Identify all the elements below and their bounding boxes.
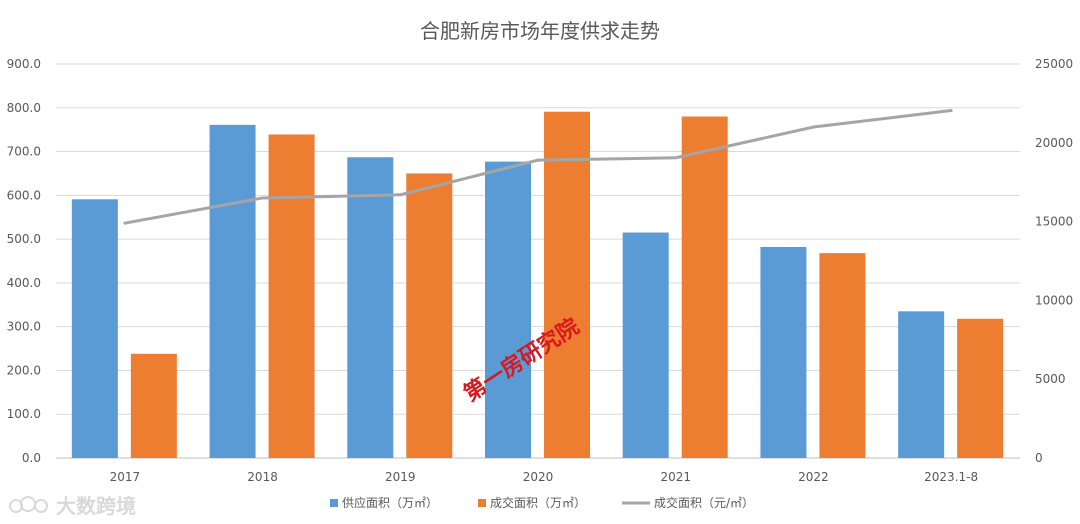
legend-label: 成交面积（元/㎡）: [654, 495, 754, 510]
bar-sales-2018: [268, 134, 315, 458]
y-left-tick-label: 500.0: [7, 232, 41, 246]
line-point-2021: [674, 156, 678, 160]
y-right-tick-label: 0: [1035, 451, 1043, 465]
x-tick-label: 2018: [247, 470, 278, 484]
bar-supply-2020: [485, 161, 531, 458]
bars: [71, 111, 1004, 459]
y-left-tick-label: 400.0: [7, 276, 41, 290]
bar-supply-2021: [622, 232, 669, 458]
gridlines: [56, 63, 1020, 459]
line-point-2017: [123, 221, 127, 225]
x-tick-label: 2019: [385, 470, 416, 484]
x-tick-label: 2023.1-8: [924, 470, 978, 484]
x-tick-label: 2021: [660, 470, 691, 484]
legend: 供应面积（万㎡） 成交面积（万㎡） 成交面积（元/㎡）: [330, 495, 754, 510]
x-axis: 2017 2018 2019 2020 2021 2022 2023.1-8: [110, 470, 979, 484]
y-left-tick-label: 300.0: [7, 320, 41, 334]
line-point-2023.1-8: [949, 108, 953, 112]
x-tick-label: 2022: [798, 470, 829, 484]
y-axis-right: 0 5000 10000 15000 20000 25000: [1035, 57, 1073, 465]
y-left-tick-label: 800.0: [7, 101, 41, 115]
y-right-tick-label: 15000: [1035, 215, 1073, 229]
x-tick-label: 2020: [523, 470, 554, 484]
chart-title: 合肥新房市场年度供求走势: [420, 19, 660, 43]
y-left-tick-label: 100.0: [7, 407, 41, 421]
y-right-tick-label: 25000: [1035, 57, 1073, 71]
bar-sales-2020: [544, 111, 590, 459]
y-left-tick-label: 0.0: [22, 451, 41, 465]
brand-label: 大数跨境: [56, 494, 136, 518]
y-right-tick-label: 5000: [1035, 372, 1066, 386]
price-line: [123, 108, 953, 225]
legend-label: 成交面积（万㎡）: [490, 495, 586, 510]
y-right-tick-label: 20000: [1035, 136, 1073, 150]
bar-sales-2021: [681, 116, 728, 459]
y-left-tick-label: 900.0: [7, 57, 41, 71]
y-left-tick-label: 600.0: [7, 188, 41, 202]
y-left-tick-label: 200.0: [7, 363, 41, 377]
legend-swatch: [330, 499, 338, 507]
bar-supply-2019: [347, 157, 394, 458]
bar-sales-2019: [406, 173, 453, 458]
brand-icon: [9, 495, 48, 513]
bar-sales-2017: [130, 353, 177, 458]
line-point-2018: [261, 196, 265, 200]
line-point-2020: [536, 158, 540, 162]
line-point-2019: [398, 193, 402, 197]
bar-supply-2017: [71, 199, 118, 459]
y-right-tick-label: 10000: [1035, 293, 1073, 307]
bar-supply-2018: [209, 124, 256, 459]
line-point-2022: [811, 125, 815, 129]
bar-sales-2022: [819, 253, 866, 458]
x-tick-label: 2017: [110, 470, 141, 484]
bar-supply-2022: [760, 246, 807, 458]
legend-swatch: [478, 499, 486, 507]
y-left-tick-label: 700.0: [7, 145, 41, 159]
brand-logo: 大数跨境: [8, 490, 136, 519]
bar-supply-2023.1-8: [898, 311, 945, 458]
legend-label: 供应面积（万㎡）: [342, 495, 438, 510]
bar-sales-2023.1-8: [957, 318, 1004, 458]
y-axis-left: 0.0 100.0 200.0 300.0 400.0 500.0 600.0 700.0 80…: [7, 57, 41, 465]
